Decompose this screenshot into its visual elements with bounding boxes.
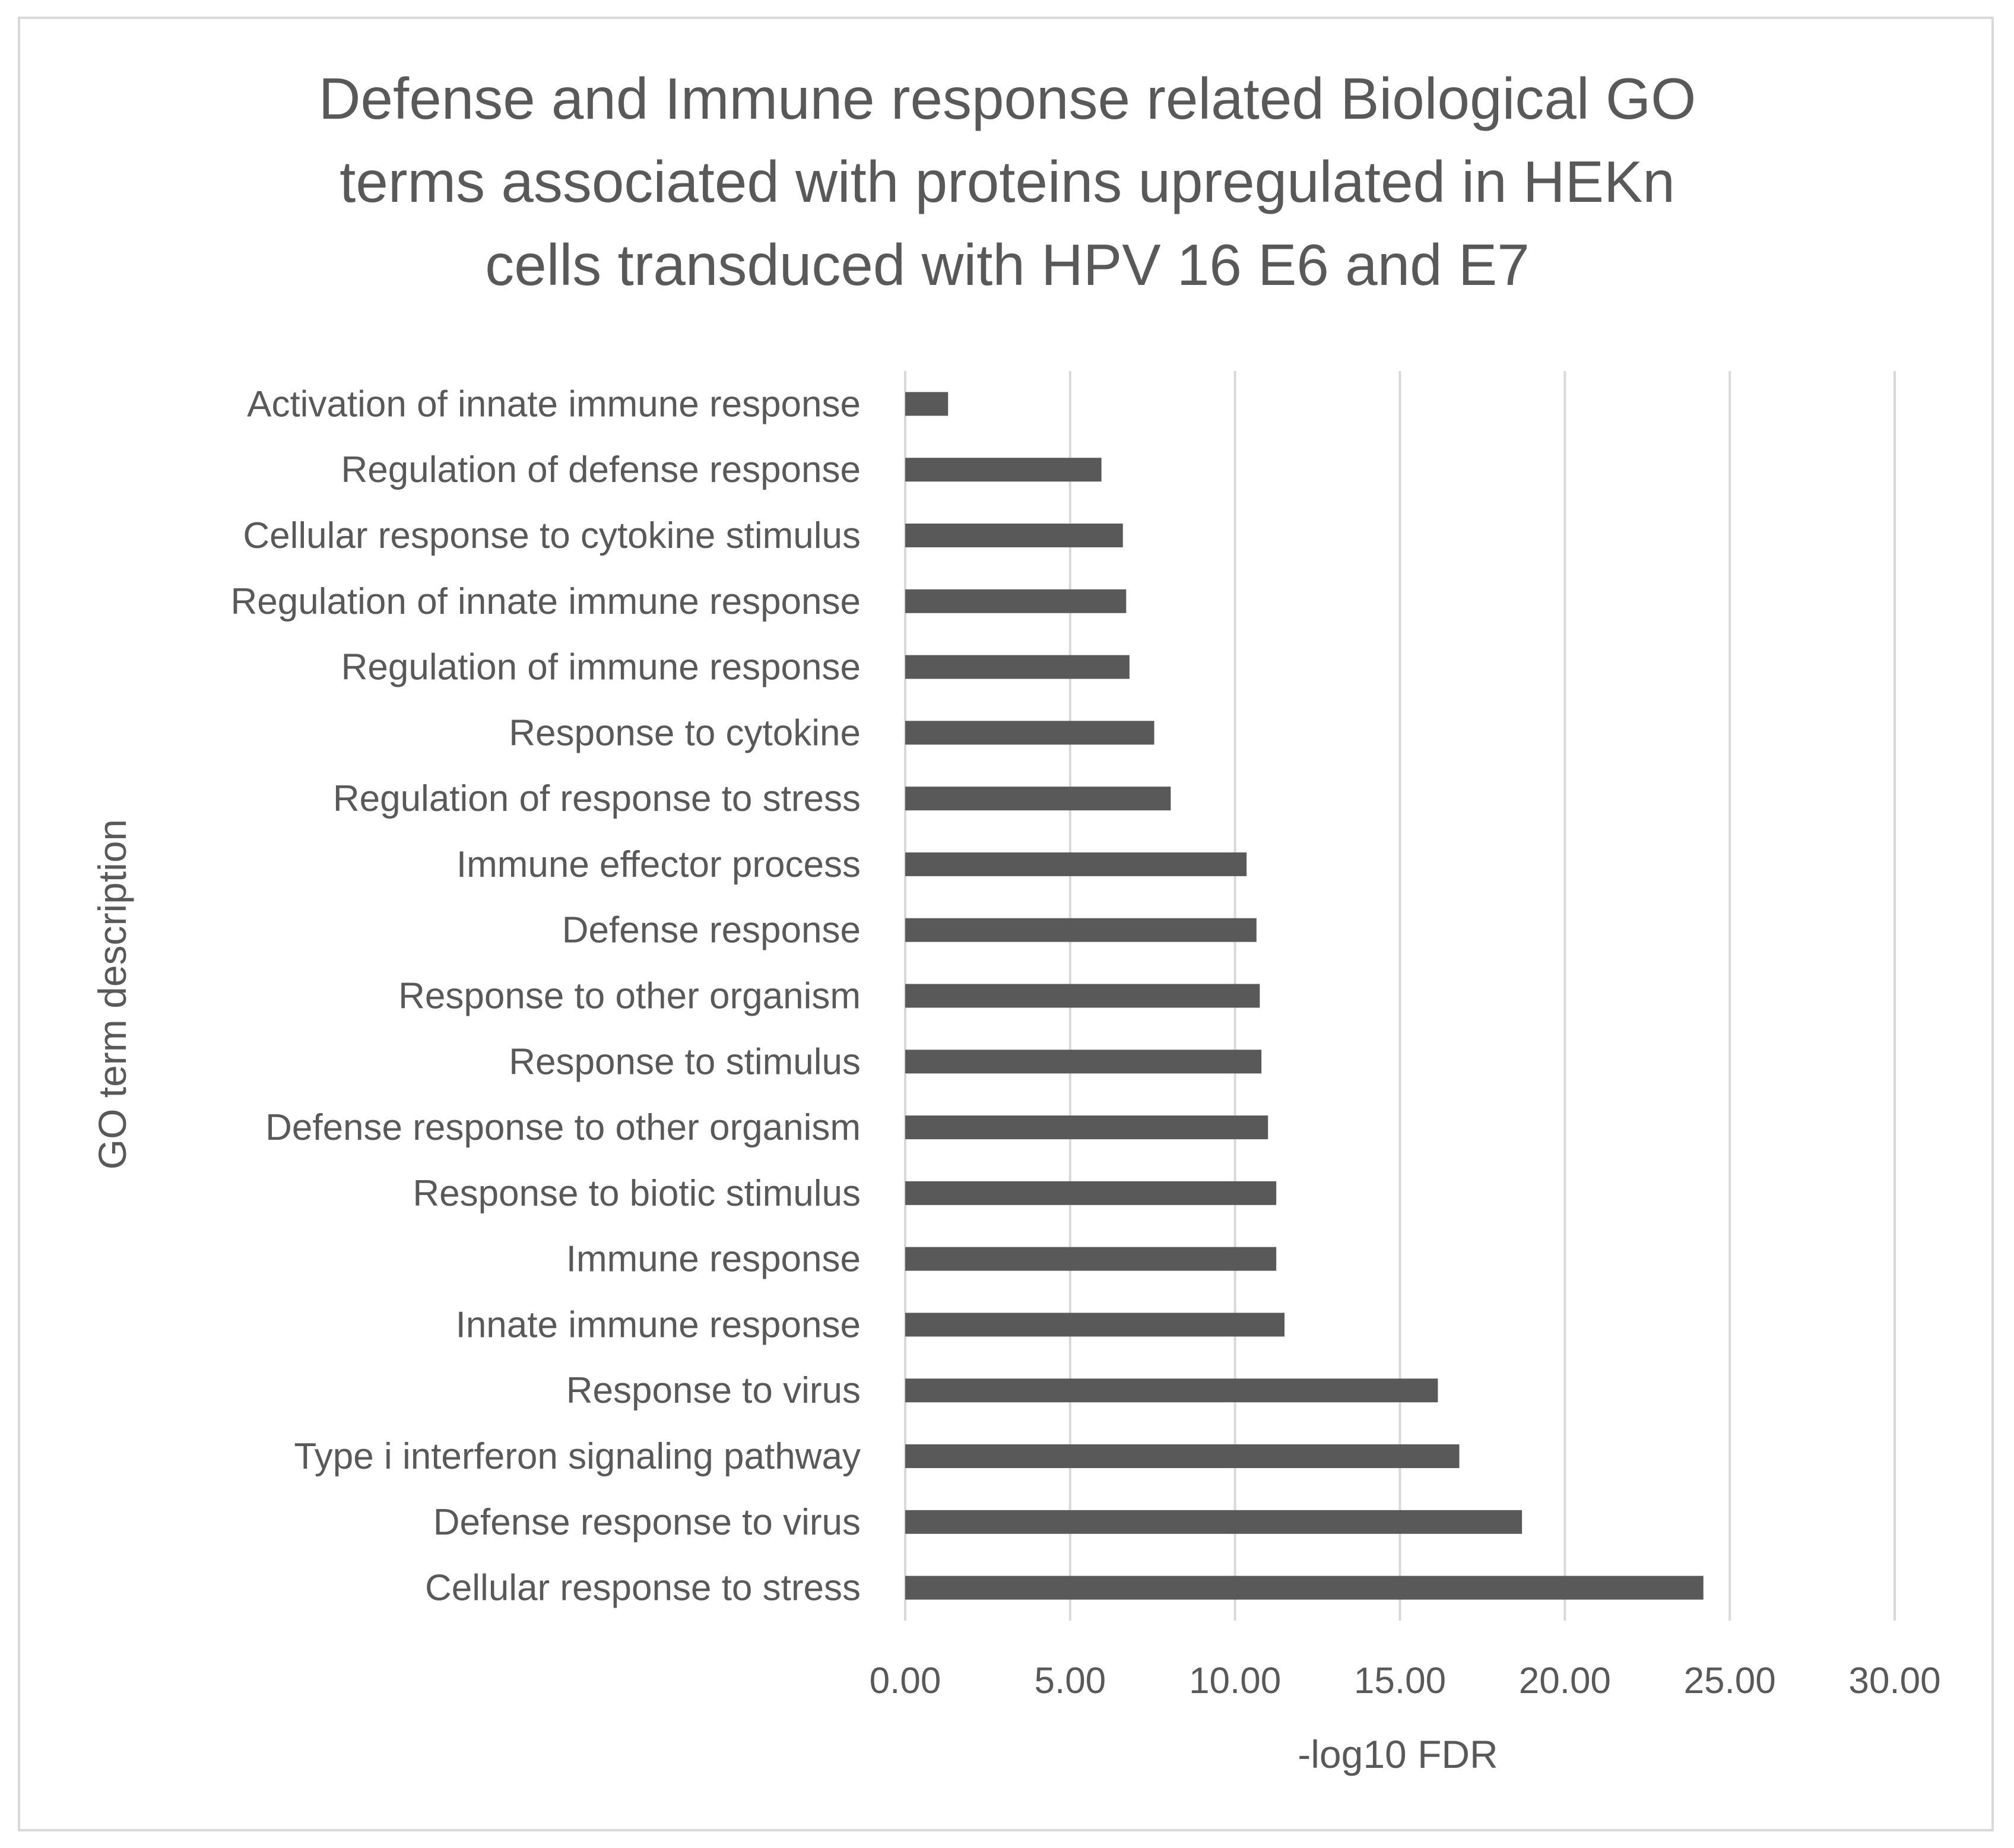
bar (905, 787, 1171, 811)
bar (905, 1247, 1277, 1271)
category-label: Defense response to virus (433, 1502, 861, 1543)
bar (905, 589, 1127, 613)
category-label: Regulation of defense response (341, 449, 861, 490)
bar (905, 1181, 1277, 1205)
x-axis-title: -log10 FDR (1298, 1732, 1498, 1776)
bar (905, 721, 1155, 745)
chart-title-line: cells transduced with HPV 16 E6 and E7 (485, 232, 1530, 297)
category-label: Regulation of response to stress (333, 778, 861, 819)
y-axis-title: GO term description (90, 819, 134, 1170)
category-label: Cellular response to stress (425, 1568, 861, 1609)
x-tick-label: 20.00 (1519, 1660, 1611, 1701)
bar (905, 523, 1123, 547)
x-tick-label: 30.00 (1848, 1660, 1940, 1701)
category-label: Response to other organism (398, 976, 861, 1017)
category-label: Response to biotic stimulus (413, 1173, 861, 1214)
category-label: Type i interferon signaling pathway (294, 1436, 861, 1477)
bar (905, 852, 1247, 876)
bar (905, 1444, 1460, 1469)
x-tick-label: 0.00 (870, 1660, 941, 1701)
category-label: Defense response (562, 910, 861, 951)
category-label: Response to cytokine (509, 712, 861, 753)
chart-title-line: Defense and Immune response related Biol… (319, 66, 1696, 131)
category-label: Response to virus (566, 1370, 861, 1411)
category-label: Regulation of immune response (341, 647, 861, 688)
bar (905, 1115, 1268, 1140)
bar (905, 392, 949, 416)
bar (905, 655, 1130, 679)
category-label: Innate immune response (456, 1304, 861, 1345)
bar (905, 1510, 1523, 1534)
x-tick-label: 10.00 (1189, 1660, 1281, 1701)
bars (905, 392, 1704, 1600)
bar (905, 1050, 1262, 1074)
x-tick-labels: 0.00 5.00 10.00 15.00 20.00 25.00 30.00 (870, 1660, 1941, 1701)
category-labels: Activation of innate immune response Regu… (230, 383, 861, 1608)
category-label: Cellular response to cytokine stimulus (243, 515, 861, 556)
x-tick-label: 25.00 (1684, 1660, 1776, 1701)
bar (905, 458, 1102, 482)
category-label: Activation of innate immune response (247, 383, 861, 424)
bar (905, 1313, 1285, 1337)
bar (905, 984, 1260, 1008)
bar (905, 918, 1257, 942)
category-label: Defense response to other organism (265, 1107, 861, 1148)
category-label: Immune response (566, 1239, 861, 1280)
bar (905, 1378, 1438, 1403)
x-tick-label: 15.00 (1354, 1660, 1446, 1701)
bar (905, 1576, 1704, 1600)
category-label: Immune effector process (456, 844, 861, 885)
category-label: Response to stimulus (509, 1041, 861, 1082)
chart-title: Defense and Immune response related Biol… (319, 66, 1696, 297)
x-tick-label: 5.00 (1034, 1660, 1106, 1701)
gridlines (904, 371, 1896, 1621)
category-label: Regulation of innate immune response (230, 581, 861, 622)
chart-title-line: terms associated with proteins upregulat… (340, 149, 1675, 214)
